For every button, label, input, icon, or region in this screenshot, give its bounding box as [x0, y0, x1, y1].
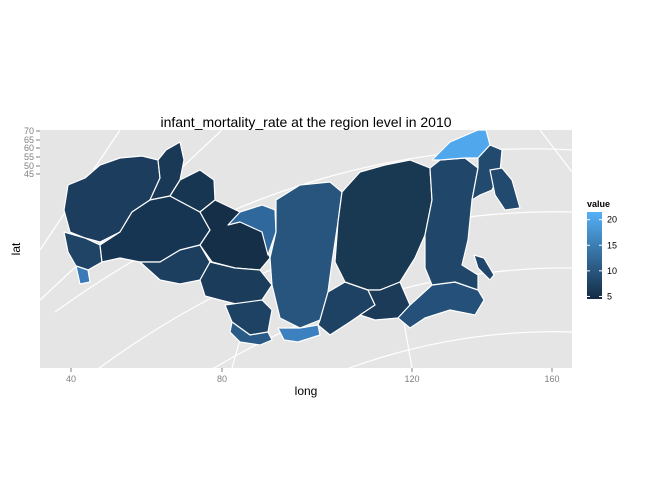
y-tick-label: 45 — [24, 169, 34, 179]
legend-tick-label: 5 — [607, 291, 612, 301]
legend: value 5 10 15 20 — [587, 199, 617, 301]
chart-title: infant_mortality_rate at the region leve… — [160, 114, 451, 130]
map-region — [473, 254, 495, 281]
map-region — [424, 157, 479, 291]
legend-tick-label: 15 — [607, 240, 617, 250]
y-axis: 45 50 55 60 65 70 lat — [9, 126, 40, 255]
y-tick-label: 70 — [24, 126, 34, 136]
map-region — [229, 321, 273, 346]
y-tick-label: 60 — [24, 143, 34, 153]
map-region — [397, 281, 485, 329]
legend-tick-label: 20 — [607, 215, 617, 225]
map-region — [63, 231, 103, 271]
legend-colorbar — [587, 212, 602, 299]
y-tick-label: 50 — [24, 161, 34, 171]
region-map — [63, 130, 521, 346]
x-tick-label: 80 — [217, 374, 227, 384]
x-tick-label: 120 — [404, 374, 419, 384]
x-axis: 40 80 120 160 long — [66, 368, 560, 398]
y-tick-label: 65 — [24, 135, 34, 145]
legend-ticks: 5 10 15 20 — [587, 215, 617, 301]
y-axis-title: lat — [9, 242, 23, 255]
meridian-line — [539, 130, 572, 173]
x-tick-label: 160 — [544, 374, 559, 384]
legend-tick-label: 10 — [607, 266, 617, 276]
x-axis-title: long — [295, 384, 318, 398]
parallel-line — [347, 331, 572, 368]
map-region — [471, 144, 503, 201]
x-tick-label: 40 — [66, 374, 76, 384]
y-tick-label: 55 — [24, 152, 34, 162]
map-region — [199, 261, 273, 306]
map-region — [489, 167, 521, 211]
legend-title: value — [587, 199, 610, 209]
map-region — [277, 324, 321, 343]
map-region — [75, 265, 91, 285]
